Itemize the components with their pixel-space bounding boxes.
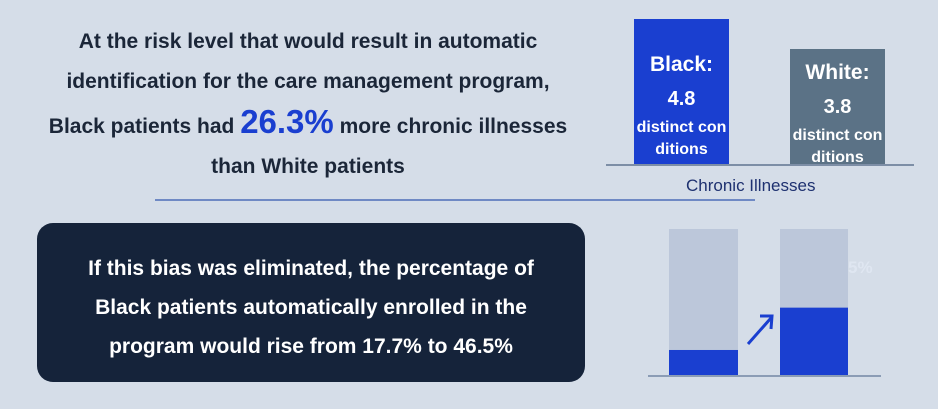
arrow-up-right-icon	[746, 314, 774, 345]
headline-highlight-value: 26.3%	[240, 103, 334, 140]
headline-line-2: identification for the care management p…	[66, 70, 550, 93]
bar-white-unit: distinct conditions	[792, 127, 883, 166]
bias-callout-text: If this bias was eliminated, the percent…	[88, 257, 534, 358]
bar-white-label: White:	[805, 61, 870, 84]
chart1-x-axis-label: Chronic Illnesses	[686, 176, 816, 195]
headline-line-3: Black patients had 26.3% more chronic il…	[18, 102, 598, 147]
headline: At the risk level that would result in a…	[18, 22, 598, 187]
bar-black-patients: Black: 4.8 distinct conditions	[634, 19, 729, 164]
section-divider	[155, 199, 755, 201]
bias-callout-box: If this bias was eliminated, the percent…	[37, 223, 585, 382]
bar-after-value-label: 5%	[848, 258, 873, 277]
headline-line-3-post: more chronic illnesses	[339, 115, 568, 138]
bar-before-fill	[669, 349, 738, 376]
chart1-baseline	[606, 164, 914, 166]
bar-white-patients: White: 3.8 distinct conditions	[790, 49, 885, 166]
headline-line-3-pre: Black patients had	[48, 115, 235, 138]
headline-line-1: At the risk level that would result in a…	[78, 30, 538, 53]
bar-after-fill	[780, 307, 848, 376]
bar-black-label: Black:	[649, 53, 714, 76]
headline-line-4: than White patients	[211, 155, 405, 178]
bar-black-value: 4.8	[667, 88, 696, 110]
bar-white-value: 3.8	[823, 96, 852, 118]
bar-black-unit: distinct conditions	[636, 119, 727, 158]
